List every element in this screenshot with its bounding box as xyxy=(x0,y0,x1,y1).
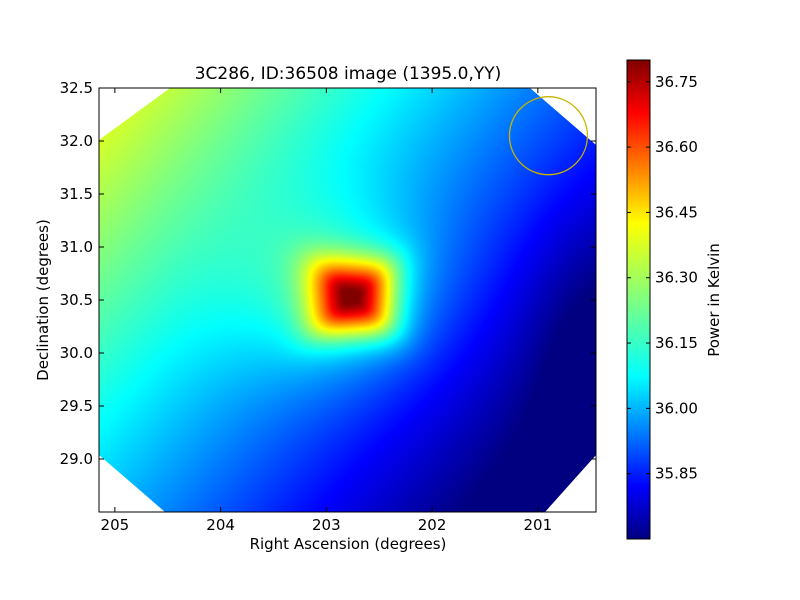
y-tick-label: 31.0 xyxy=(60,238,93,256)
colorbar-tick-label: 36.45 xyxy=(655,203,698,221)
x-tick-label: 202 xyxy=(418,516,447,534)
x-axis: 205 204 203 202 201 xyxy=(101,88,553,534)
y-tick-label: 32.5 xyxy=(60,79,93,97)
y-tick-label: 29.5 xyxy=(60,397,93,415)
plot-area xyxy=(98,87,597,513)
colorbar-gradient xyxy=(626,59,651,540)
x-tick-label: 204 xyxy=(206,516,235,534)
colorbar-tick-label: 35.85 xyxy=(655,465,698,483)
beam-circle xyxy=(508,96,589,176)
heatmap-image xyxy=(99,88,596,512)
colorbar-ticks: 35.85 36.00 36.15 36.30 36.45 36.60 36.75 xyxy=(627,73,698,483)
y-axis-label: Declination (degrees) xyxy=(34,219,52,381)
y-tick-label: 30.0 xyxy=(60,344,93,362)
colorbar-tick-label: 36.30 xyxy=(655,269,698,287)
colorbar-label: Power in Kelvin xyxy=(705,243,723,357)
colorbar-tick-label: 36.15 xyxy=(655,334,698,352)
x-tick-label: 203 xyxy=(312,516,341,534)
colorbar-tick-label: 36.00 xyxy=(655,399,698,417)
chart-title: 3C286, ID:36508 image (1395.0,YY) xyxy=(195,64,502,84)
x-tick-label: 201 xyxy=(524,516,553,534)
y-tick-label: 30.5 xyxy=(60,291,93,309)
y-tick-label: 29.0 xyxy=(60,450,93,468)
colorbar-tick-label: 36.60 xyxy=(655,138,698,156)
colorbar: 35.85 36.00 36.15 36.30 36.45 36.60 36.75 Powe… xyxy=(626,59,723,540)
x-tick-label: 205 xyxy=(101,516,130,534)
y-tick-label: 32.0 xyxy=(60,132,93,150)
colorbar-tick-label: 36.75 xyxy=(655,73,698,91)
y-tick-label: 31.5 xyxy=(60,185,93,203)
x-axis-label: Right Ascension (degrees) xyxy=(250,535,447,553)
y-axis: 29.0 29.5 30.0 30.5 31.0 31.5 32.0 32.5 xyxy=(60,79,596,468)
